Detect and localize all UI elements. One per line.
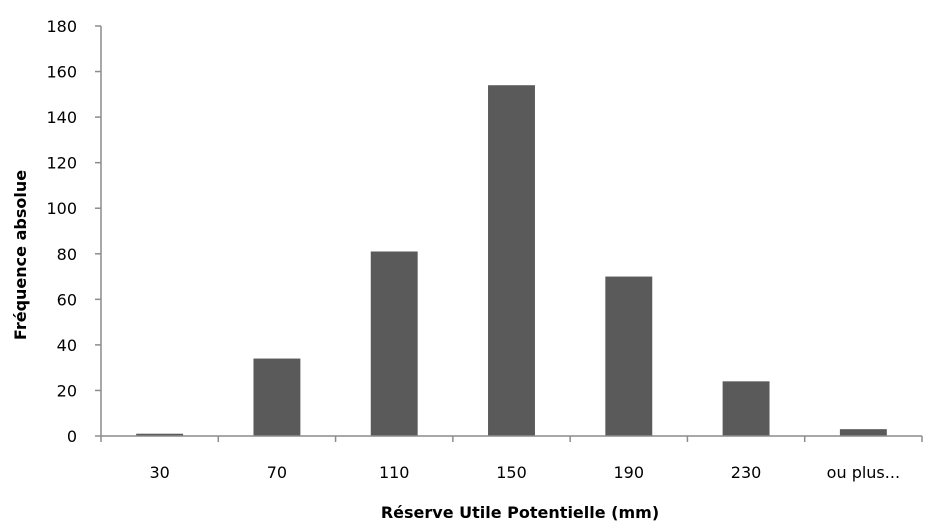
- bar-150: [488, 85, 535, 436]
- bar-series: [136, 85, 887, 436]
- x-axis-title: Réserve Utile Potentielle (mm): [381, 503, 659, 522]
- y-tick-label: 120: [46, 154, 77, 173]
- x-tick-label: 190: [614, 463, 645, 482]
- y-tick-label: 160: [46, 63, 77, 82]
- x-axis-ticks: 30 70 110 150 190 230 ou plus...: [100, 436, 923, 482]
- x-tick-label: 70: [267, 463, 287, 482]
- y-tick-label: 0: [67, 427, 77, 446]
- y-tick-label: 20: [57, 381, 77, 400]
- y-axis-title: Fréquence absolue: [11, 170, 30, 340]
- y-tick-label: 80: [57, 245, 77, 264]
- y-tick-label: 60: [57, 290, 77, 309]
- y-tick-label: 40: [57, 336, 77, 355]
- y-tick-label: 140: [46, 108, 77, 127]
- x-tick-label: ou plus...: [827, 463, 900, 482]
- bar-ou plus...: [839, 429, 887, 436]
- y-tick-label: 100: [46, 199, 77, 218]
- x-tick-label: 150: [496, 463, 527, 482]
- bar-110: [370, 251, 418, 436]
- bar-230: [722, 381, 770, 436]
- x-tick-label: 110: [379, 463, 410, 482]
- x-tick-label: 30: [149, 463, 169, 482]
- y-axis-ticks: 0 20 40 60 80 100 120 140 160 180: [46, 17, 101, 446]
- y-tick-label: 180: [46, 17, 77, 36]
- bar-30: [136, 433, 184, 436]
- bar-190: [605, 276, 653, 436]
- x-tick-label: 230: [731, 463, 762, 482]
- bar-70: [253, 358, 301, 436]
